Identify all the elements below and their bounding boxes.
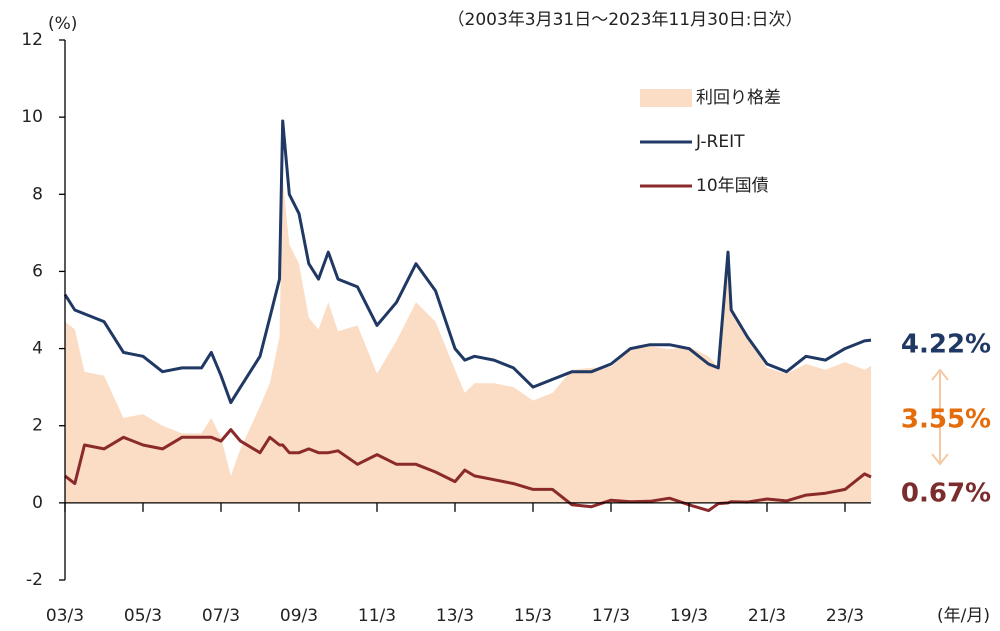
y-tick-label: 12 [21,30,43,50]
legend-label: 利回り格差 [696,88,781,108]
y-tick-label: 0 [32,493,43,513]
x-tick-label: 21/3 [748,606,786,626]
x-tick-label: 15/3 [514,606,552,626]
legend-swatch [640,89,692,107]
x-tick-label: 17/3 [592,606,630,626]
end-label: 4.22% [901,330,991,360]
x-tick-label: 03/3 [46,606,84,626]
legend-label: 10年国債 [696,176,769,196]
end-label: 3.55% [901,405,991,435]
area [65,178,871,503]
y-tick-label: 8 [32,184,43,204]
y-tick-label: 2 [32,416,43,436]
end-label: 0.67% [901,479,991,509]
x-tick-label: 09/3 [280,606,318,626]
line [63,119,872,405]
plot [65,178,871,503]
y-axis-label: (%) [48,14,77,34]
x-tick-label: 05/3 [124,606,162,626]
x-tick-label: 19/3 [670,606,708,626]
y-tick-label: 10 [21,107,43,127]
y-tick-label: -2 [26,570,43,590]
x-axis-label: (年/月) [937,606,990,626]
x-tick-label: 11/3 [358,606,396,626]
y-tick-label: 4 [32,339,43,359]
x-tick-label: 13/3 [436,606,474,626]
x-tick-label: 07/3 [202,606,240,626]
y-tick-label: 6 [32,261,43,281]
x-tick-label: 23/3 [826,606,864,626]
range-arrow [931,368,949,466]
legend-label: J-REIT [695,132,745,152]
chart-title: （2003年3月31日～2023年11月30日:日次） [448,10,803,30]
